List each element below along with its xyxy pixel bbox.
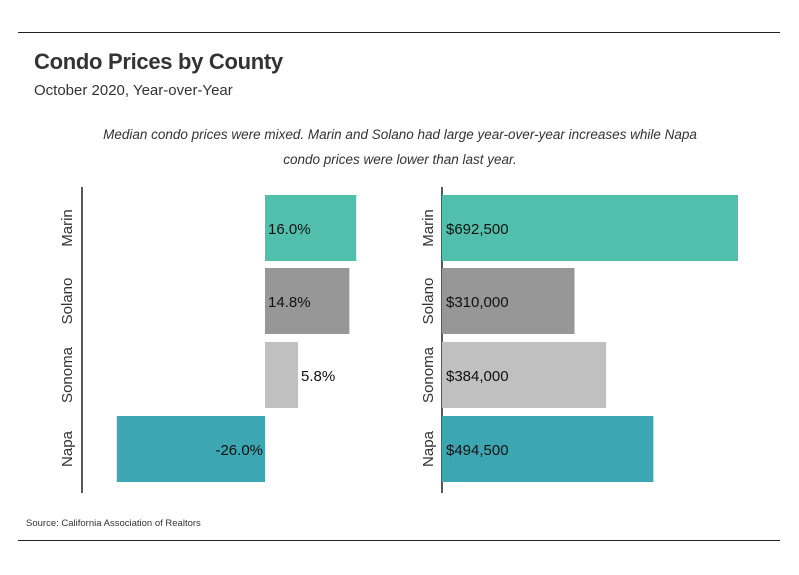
change-category-label-marin: Marin <box>59 209 76 247</box>
price-bar-marin <box>442 195 738 261</box>
price-data-label-marin: $692,500 <box>446 221 509 238</box>
change-bar-sonoma <box>265 342 299 408</box>
change-data-label-napa: -26.0% <box>215 442 263 459</box>
change-category-label-napa: Napa <box>59 430 76 467</box>
source-note: Source: California Association of Realto… <box>26 518 201 529</box>
chart-title: Condo Prices by County <box>34 49 283 74</box>
price-data-label-sonoma: $384,000 <box>446 368 509 385</box>
change-category-label-sonoma: Sonoma <box>59 346 76 403</box>
price-category-label-solano: Solano <box>420 278 437 325</box>
change-bar-solano <box>265 268 350 334</box>
chart-subtitle: October 2020, Year-over-Year <box>34 82 233 99</box>
change-bar-napa <box>116 416 265 482</box>
price-category-label-napa: Napa <box>420 430 437 467</box>
price-category-label-marin: Marin <box>420 209 437 247</box>
change-data-label-sonoma: 5.8% <box>301 368 335 385</box>
top-rule <box>18 32 780 33</box>
price-data-label-napa: $494,500 <box>446 442 509 459</box>
price-data-label-solano: $310,000 <box>446 294 509 311</box>
change-bar-marin <box>265 195 357 261</box>
price-category-label-sonoma: Sonoma <box>420 346 437 403</box>
price-bar-napa <box>442 416 654 482</box>
change-data-label-marin: 16.0% <box>268 221 311 238</box>
chart-annotation: Median condo prices were mixed. Marin an… <box>103 127 697 167</box>
bottom-rule <box>18 540 780 541</box>
change-data-label-solano: 14.8% <box>268 294 311 311</box>
price-bar-solano <box>442 268 575 334</box>
change-category-label-solano: Solano <box>59 278 76 325</box>
price-bar-sonoma <box>442 342 607 408</box>
